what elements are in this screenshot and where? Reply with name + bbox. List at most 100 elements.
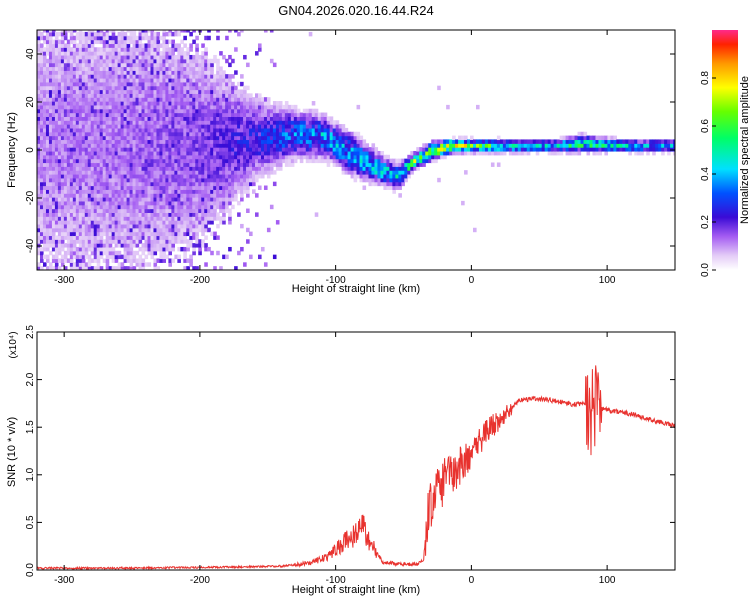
- spectrogram-cell: [365, 174, 370, 179]
- spectrogram-cell: [60, 227, 65, 233]
- spectrogram-cell: [287, 162, 292, 167]
- spectrogram-cell: [183, 135, 187, 141]
- spectrogram-cell: [183, 246, 187, 252]
- spectrogram-cell: [571, 139, 576, 144]
- spectrogram-cell: [293, 143, 298, 148]
- spectrogram-cell: [186, 204, 190, 210]
- spectrogram-cell: [249, 139, 253, 144]
- spectrogram-cell: [365, 154, 370, 160]
- spectrogram-cell: [290, 158, 295, 164]
- spectrogram-cell: [204, 139, 208, 144]
- spectrogram-cell: [54, 54, 59, 60]
- spectrogram-cell: [186, 150, 190, 156]
- spectrogram-cell: [99, 54, 104, 60]
- spectrogram-cell: [383, 181, 388, 187]
- spectrogram-cell: [135, 70, 140, 75]
- spectrogram-cell: [135, 135, 140, 141]
- spectrogram-cell: [132, 150, 137, 156]
- spectrogram-cell: [144, 262, 149, 267]
- spectrogram-cell: [42, 74, 47, 79]
- spectrogram-cell: [240, 97, 244, 102]
- spectrogram-cell: [508, 139, 513, 144]
- spectrogram-cell: [210, 154, 214, 160]
- spectrogram-cell: [138, 220, 143, 225]
- spectrogram-cell: [144, 135, 149, 141]
- spectrogram-cell: [132, 250, 137, 256]
- spectrogram-cell: [93, 246, 98, 252]
- spectrogram-cell: [42, 216, 47, 221]
- spectrogram-cell: [66, 223, 71, 229]
- spectrogram-cell: [69, 104, 74, 110]
- spectrogram-cell: [165, 66, 169, 71]
- spectrogram-cell: [290, 124, 295, 129]
- spectrogram-cell: [198, 216, 202, 221]
- spectrogram-cell: [117, 112, 122, 117]
- spectrogram-cell: [117, 116, 122, 121]
- spectrogram-cell: [201, 197, 205, 202]
- spectrogram-cell: [207, 154, 211, 160]
- spectrogram-cell: [138, 124, 143, 129]
- spectrogram-cell: [147, 243, 152, 248]
- spectrogram-cell: [141, 104, 146, 110]
- spectrogram-cell: [93, 54, 98, 60]
- spectrogram-cell: [272, 131, 277, 137]
- spectrogram-cell: [93, 174, 98, 179]
- spectrogram-cell: [45, 47, 50, 52]
- spectrogram-cell: [87, 139, 92, 144]
- spectrogram-cell: [37, 266, 41, 270]
- spectrogram-cell: [138, 262, 143, 267]
- spectrogram-cell: [580, 147, 585, 152]
- spectrogram-cell: [117, 89, 122, 94]
- spectrogram-cell: [90, 54, 95, 60]
- spectrogram-cell: [207, 70, 211, 75]
- spectrogram-cell: [162, 223, 167, 229]
- spectrogram-cell: [246, 85, 250, 91]
- spectrogram-cell: [374, 154, 379, 160]
- spectrogram-cell: [78, 116, 83, 121]
- spectrogram-cell: [39, 81, 44, 87]
- spectrogram-cell: [344, 170, 349, 175]
- spectrogram-cell: [126, 116, 131, 121]
- spectrogram-cell: [422, 158, 426, 164]
- spectrogram-cell: [99, 139, 104, 144]
- spectrogram-cell: [368, 166, 373, 171]
- spectrogram-cell: [45, 170, 50, 175]
- spectrogram-cell: [39, 200, 44, 206]
- spectrogram-cell: [228, 189, 232, 194]
- spectrogram-cell: [144, 30, 149, 33]
- spectrogram-cell: [120, 254, 125, 260]
- spectrogram-cell: [159, 254, 164, 260]
- spectrogram-cell: [153, 150, 158, 156]
- spectrogram-cell: [213, 212, 217, 217]
- spectrogram-cell: [144, 174, 149, 179]
- spectrogram-cell: [347, 162, 352, 167]
- spectrogram-cell: [72, 220, 77, 225]
- spectrogram-cell: [114, 166, 119, 171]
- spectrogram-cell: [57, 116, 62, 121]
- spectrogram-cell: [45, 227, 50, 233]
- spectrogram-cell: [156, 231, 161, 237]
- spectrogram-cell: [123, 170, 128, 175]
- spectrogram-cell: [105, 51, 110, 56]
- spectrogram-cell: [90, 74, 95, 79]
- spectrogram-cell: [117, 85, 122, 91]
- spectrogram-cell: [141, 62, 146, 68]
- spectrogram-cell: [96, 185, 101, 190]
- spectrogram-cell: [123, 243, 128, 248]
- spectrogram-cell: [75, 120, 80, 125]
- spectrogram-cell: [210, 216, 214, 221]
- spectrogram-cell: [162, 124, 167, 129]
- spectrogram-cell: [69, 189, 74, 194]
- spectrogram-cell: [189, 70, 193, 75]
- spectrogram-cell: [102, 220, 107, 225]
- spectrogram-cell: [48, 70, 53, 75]
- spectrogram-cell: [156, 58, 161, 64]
- spectrogram-cell: [168, 235, 172, 240]
- spectrogram-cell: [189, 124, 193, 129]
- spectrogram-cell: [93, 258, 98, 263]
- spectrogram-cell: [87, 78, 92, 83]
- spectrogram-cell: [278, 101, 283, 106]
- spectrogram-cell: [162, 243, 167, 248]
- spectrogram-cell: [165, 174, 169, 179]
- spectrogram-cell: [81, 101, 86, 106]
